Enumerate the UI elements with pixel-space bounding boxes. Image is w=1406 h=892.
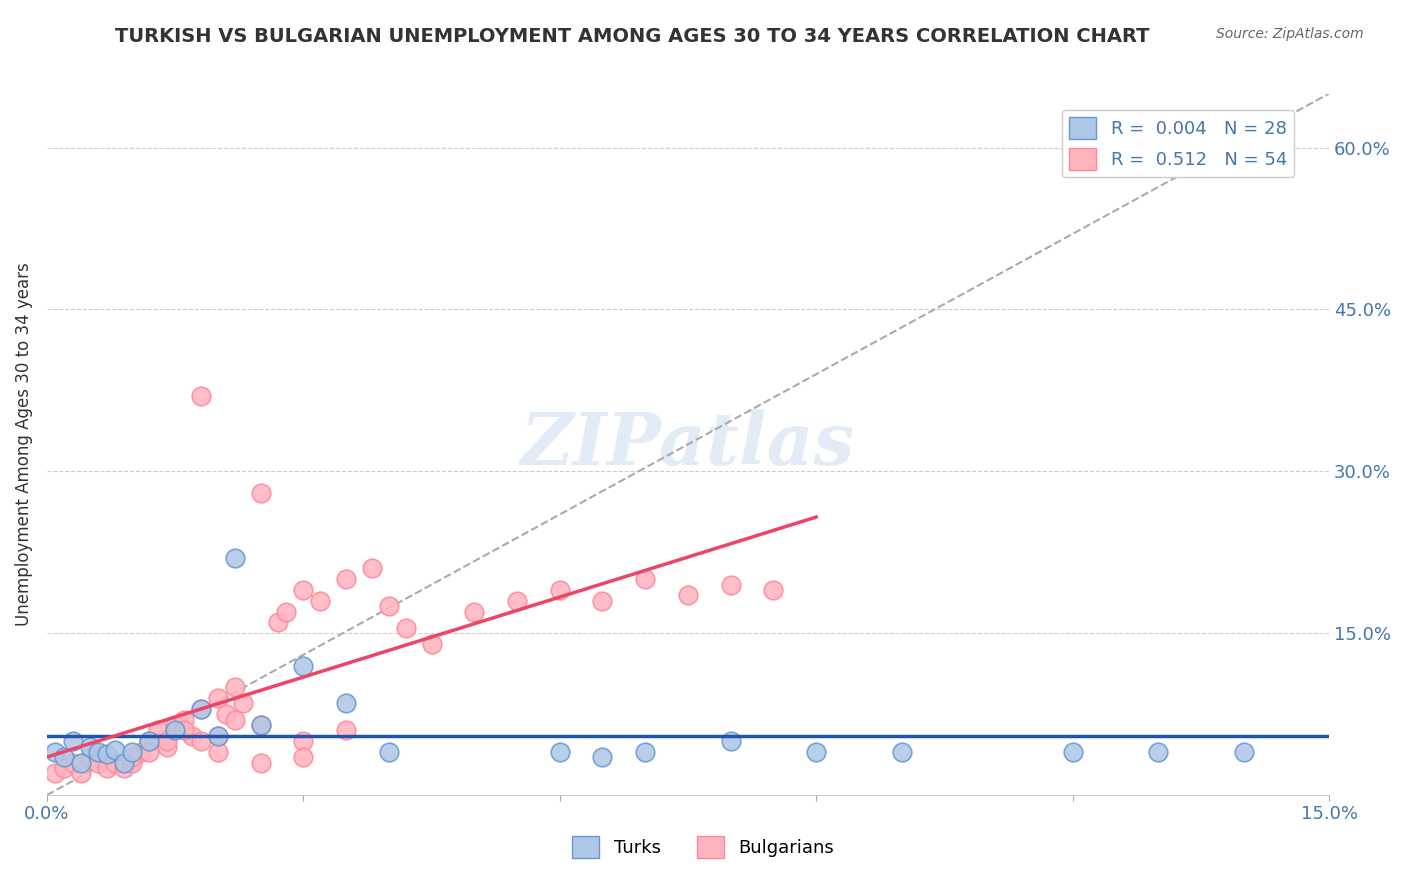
- Point: [79, 750, 101, 764]
- Legend: R =  0.004   N = 28, R =  0.512   N = 54: R = 0.004 N = 28, R = 0.512 N = 54: [1062, 110, 1295, 178]
- Point: [309, 594, 332, 608]
- Point: [463, 605, 485, 619]
- Point: [138, 745, 160, 759]
- Legend: Turks, Bulgarians: Turks, Bulgarians: [565, 829, 841, 865]
- Point: [890, 745, 912, 759]
- Point: [804, 745, 827, 759]
- Point: [292, 734, 315, 748]
- Point: [224, 550, 246, 565]
- Point: [129, 745, 152, 759]
- Point: [96, 761, 118, 775]
- Point: [87, 745, 110, 759]
- Text: TURKISH VS BULGARIAN UNEMPLOYMENT AMONG AGES 30 TO 34 YEARS CORRELATION CHART: TURKISH VS BULGARIAN UNEMPLOYMENT AMONG …: [115, 27, 1150, 45]
- Point: [634, 745, 657, 759]
- Point: [173, 713, 195, 727]
- Point: [112, 756, 135, 770]
- Point: [173, 723, 195, 738]
- Point: [207, 690, 229, 705]
- Point: [335, 723, 357, 738]
- Point: [79, 739, 101, 754]
- Point: [506, 594, 529, 608]
- Point: [190, 702, 212, 716]
- Point: [96, 747, 118, 761]
- Point: [266, 615, 288, 630]
- Point: [634, 572, 657, 586]
- Point: [207, 745, 229, 759]
- Point: [249, 718, 271, 732]
- Point: [1062, 745, 1084, 759]
- Point: [70, 766, 93, 780]
- Point: [207, 729, 229, 743]
- Point: [44, 766, 66, 780]
- Point: [138, 734, 160, 748]
- Point: [335, 696, 357, 710]
- Text: ZIPatlas: ZIPatlas: [520, 409, 855, 480]
- Point: [592, 750, 614, 764]
- Point: [720, 734, 742, 748]
- Point: [292, 582, 315, 597]
- Point: [190, 702, 212, 716]
- Y-axis label: Unemployment Among Ages 30 to 34 years: Unemployment Among Ages 30 to 34 years: [15, 262, 32, 626]
- Point: [249, 756, 271, 770]
- Point: [121, 750, 143, 764]
- Point: [215, 707, 238, 722]
- Point: [44, 745, 66, 759]
- Point: [292, 750, 315, 764]
- Point: [1232, 745, 1254, 759]
- Point: [53, 761, 76, 775]
- Point: [146, 723, 169, 738]
- Point: [224, 713, 246, 727]
- Point: [87, 756, 110, 770]
- Point: [548, 745, 571, 759]
- Point: [121, 745, 143, 759]
- Point: [165, 723, 187, 738]
- Point: [190, 734, 212, 748]
- Point: [181, 729, 204, 743]
- Point: [676, 589, 699, 603]
- Point: [1147, 745, 1170, 759]
- Point: [224, 680, 246, 694]
- Point: [155, 739, 177, 754]
- Point: [165, 718, 187, 732]
- Point: [276, 605, 298, 619]
- Point: [592, 594, 614, 608]
- Point: [70, 756, 93, 770]
- Point: [155, 734, 177, 748]
- Point: [292, 658, 315, 673]
- Point: [762, 582, 785, 597]
- Point: [112, 761, 135, 775]
- Point: [62, 756, 84, 770]
- Point: [335, 572, 357, 586]
- Point: [121, 756, 143, 770]
- Point: [190, 389, 212, 403]
- Point: [249, 486, 271, 500]
- Point: [104, 756, 127, 770]
- Point: [378, 599, 401, 614]
- Point: [232, 696, 254, 710]
- Point: [720, 577, 742, 591]
- Point: [62, 734, 84, 748]
- Point: [360, 561, 382, 575]
- Point: [138, 734, 160, 748]
- Point: [207, 729, 229, 743]
- Point: [53, 750, 76, 764]
- Point: [548, 582, 571, 597]
- Point: [378, 745, 401, 759]
- Point: [249, 718, 271, 732]
- Point: [104, 743, 127, 757]
- Point: [420, 637, 443, 651]
- Text: Source: ZipAtlas.com: Source: ZipAtlas.com: [1216, 27, 1364, 41]
- Point: [395, 621, 418, 635]
